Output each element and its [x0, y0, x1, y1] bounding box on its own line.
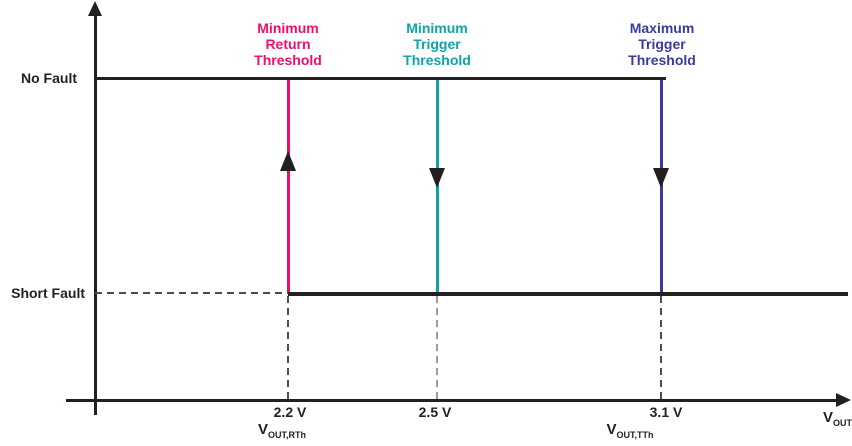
vout-tth-base: V: [606, 421, 617, 438]
min-trigger-threshold-title: Minimum Trigger Threshold: [403, 20, 471, 68]
vout-tth-sub: OUT,TTh: [616, 430, 654, 440]
arrow-down-icon: [653, 168, 669, 188]
vout-rth-label: VOUT,RTh: [232, 421, 332, 440]
min-return-threshold-line: [287, 80, 290, 292]
max-trigger-threshold-title: Maximum Trigger Threshold: [628, 20, 696, 68]
no-fault-level-line: [94, 77, 666, 80]
y-axis-arrow-up-icon: [88, 1, 102, 16]
tick-guide-2v2: [287, 296, 289, 399]
arrow-up-icon: [280, 151, 296, 171]
vout-tth-label: VOUT,TTh: [580, 421, 680, 440]
vout-base: V: [822, 409, 833, 426]
vout-rth-base: V: [257, 421, 268, 438]
tick-guide-2v5: [436, 296, 438, 399]
short-fault-label: Short Fault: [11, 285, 85, 301]
vout-rth-sub: OUT,RTh: [268, 430, 306, 440]
x-axis-title: VOUT: [782, 409, 852, 428]
x-tick-2v5: 2.5 V: [418, 404, 452, 420]
tick-guide-3v1: [660, 296, 662, 399]
vout-sub: OUT: [833, 418, 852, 428]
arrow-down-icon: [429, 168, 445, 188]
no-fault-label: No Fault: [21, 70, 77, 86]
min-return-threshold-title: Minimum Return Threshold: [254, 20, 322, 68]
x-axis-arrow-right-icon: [836, 393, 851, 407]
x-tick-3v1: 3.1 V: [649, 404, 683, 420]
short-fault-level-line: [288, 292, 848, 296]
x-tick-2v2: 2.2 V: [273, 404, 307, 420]
y-axis-line: [94, 6, 97, 415]
short-fault-dashed-guide: [95, 292, 288, 294]
x-axis-line: [66, 399, 838, 402]
